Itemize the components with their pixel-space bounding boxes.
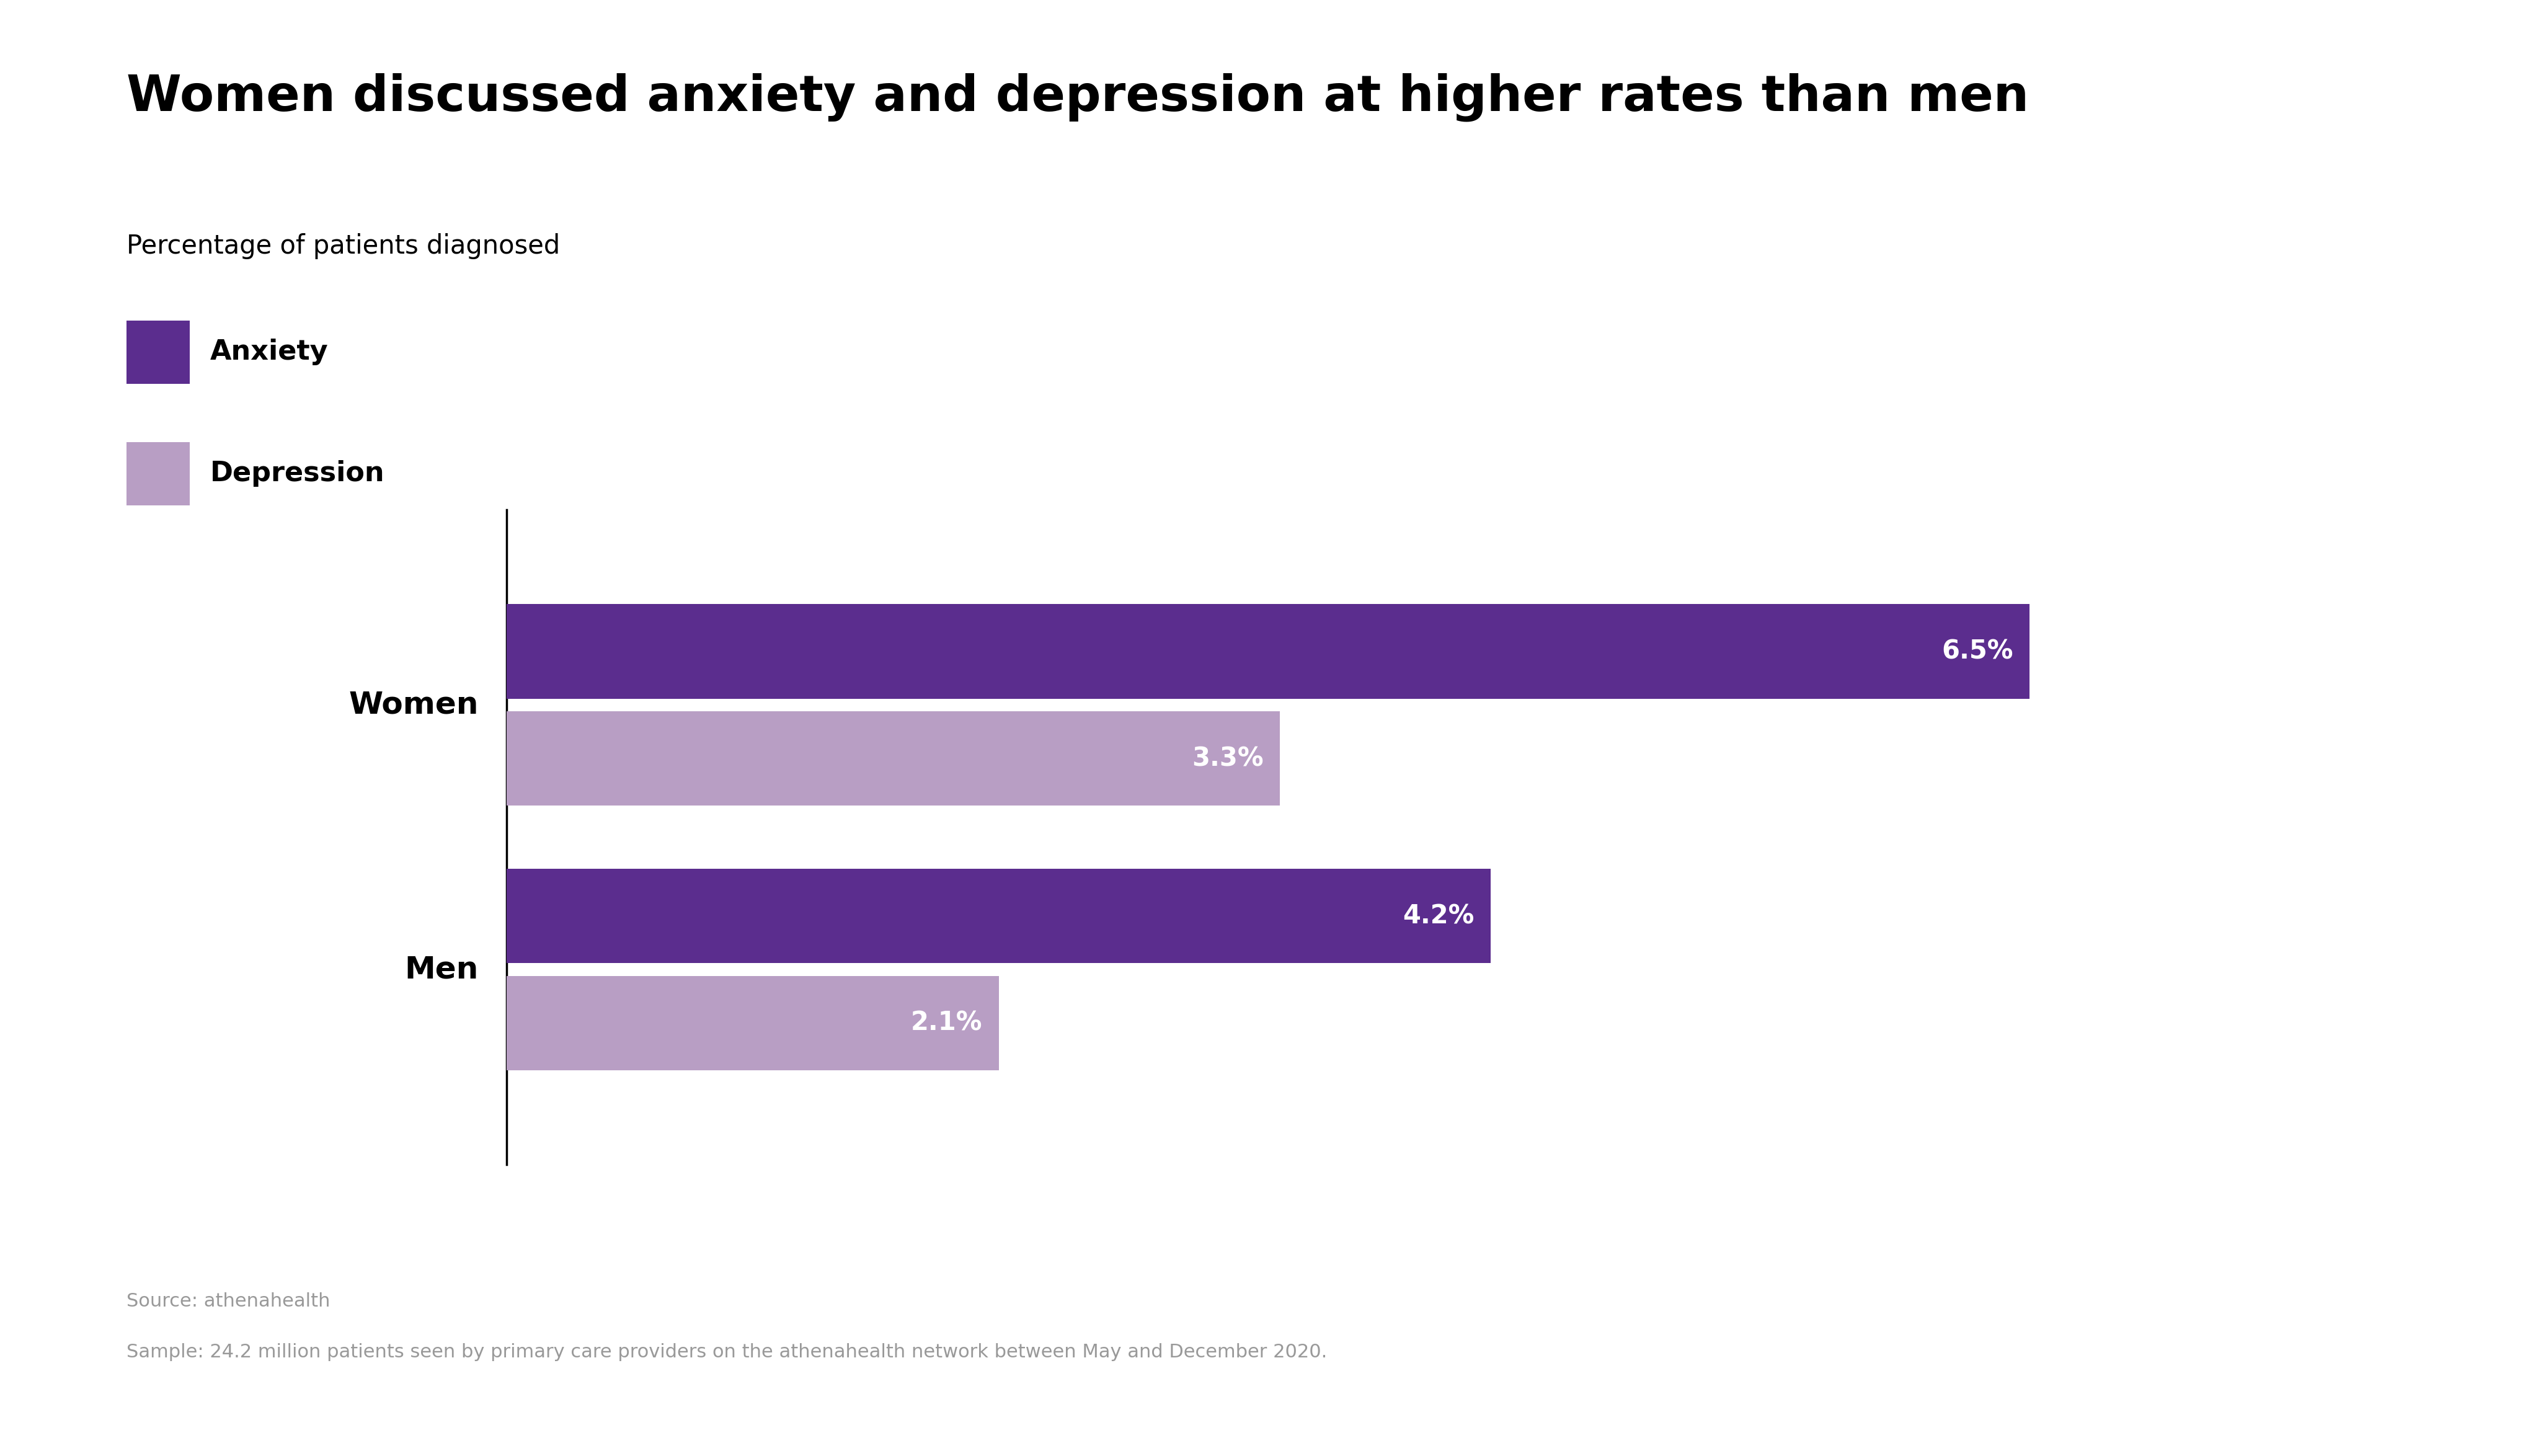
Text: 2.1%: 2.1% (912, 1010, 983, 1037)
Bar (507, 869, 1489, 964)
Text: 4.2%: 4.2% (1403, 903, 1474, 929)
Text: Source: athenahealth: Source: athenahealth (127, 1293, 329, 1310)
Bar (507, 604, 2029, 699)
Text: 6.5%: 6.5% (1943, 638, 2014, 664)
Text: Sample: 24.2 million patients seen by primary care providers on the athenahealth: Sample: 24.2 million patients seen by pr… (127, 1344, 1327, 1361)
Text: Women discussed anxiety and depression at higher rates than men: Women discussed anxiety and depression a… (127, 73, 2029, 121)
Text: Men: Men (405, 955, 479, 984)
Text: 3.3%: 3.3% (1191, 745, 1264, 772)
Bar (507, 711, 1279, 805)
Text: Depression: Depression (210, 460, 385, 486)
Bar (507, 976, 998, 1070)
Text: Percentage of patients diagnosed: Percentage of patients diagnosed (127, 233, 560, 259)
Text: Anxiety: Anxiety (210, 339, 329, 365)
Text: Women: Women (350, 690, 479, 719)
